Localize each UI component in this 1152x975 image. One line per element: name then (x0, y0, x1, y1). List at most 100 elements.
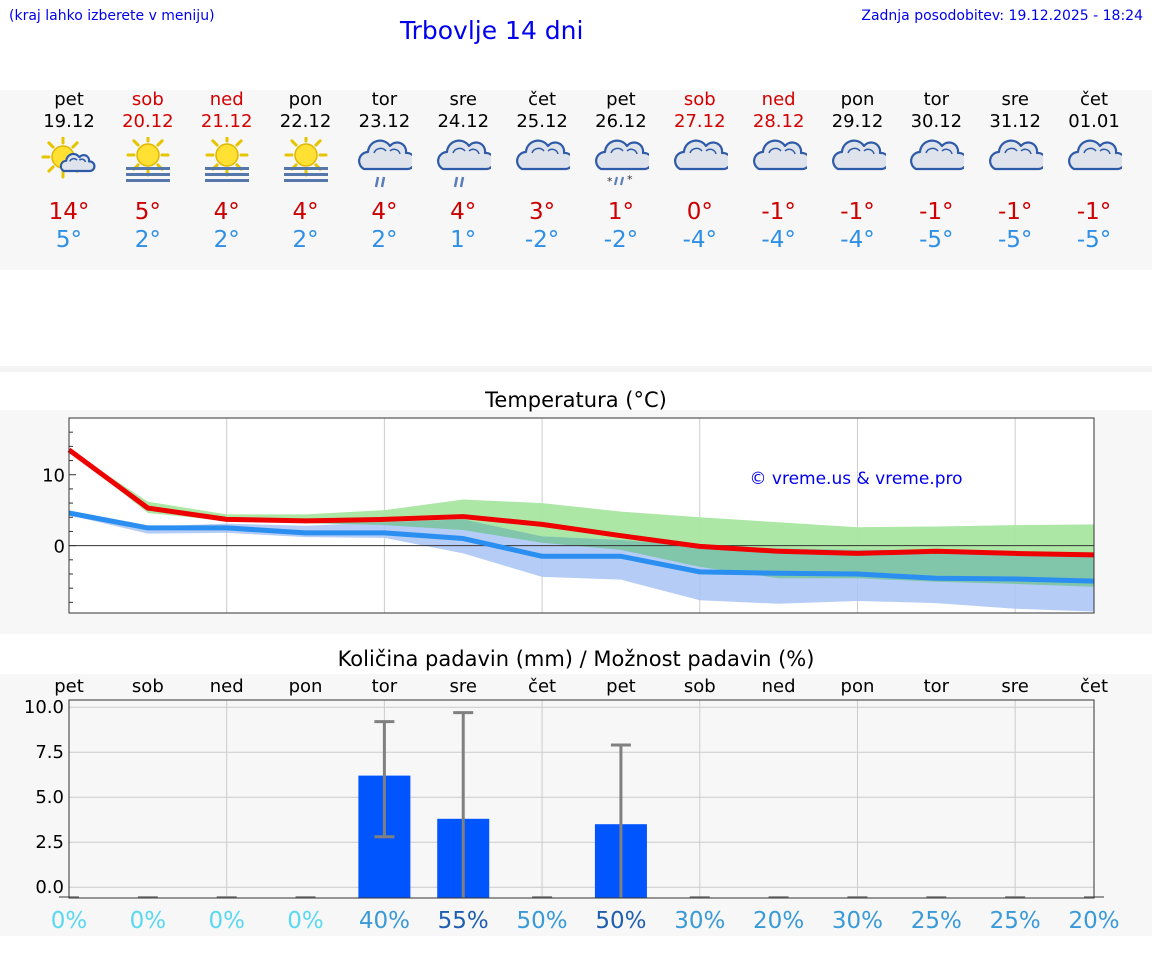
y-tick-label: 5.0 (35, 787, 64, 808)
temp-min: 1° (450, 227, 477, 253)
day-date: 30.12 (910, 111, 963, 132)
day-date: 26.12 (595, 111, 647, 132)
temperature-chart: 0 10 © vreme.us & vreme.pro (42, 417, 1095, 614)
rain-drop (619, 176, 625, 186)
forecast-day: ned 28.12 -1° -4° (739, 88, 819, 258)
forecast-day: čet 25.12 3° -2° (502, 88, 582, 258)
cloud-icon (1068, 139, 1123, 171)
cloud-shape (437, 139, 492, 171)
y-tick-label: 0.0 (35, 877, 64, 898)
precip-probability: 20% (753, 908, 804, 934)
day-date: 25.12 (516, 111, 568, 132)
cloud-detail (1020, 148, 1032, 155)
temp-max: -1° (1076, 199, 1112, 225)
forecast-day: pon 29.12 -1° -4° (818, 88, 898, 258)
day-name: pon (840, 89, 875, 110)
day-name: ned (761, 89, 796, 110)
max-temp-line (67, 447, 1095, 558)
temp-min: -2° (603, 227, 639, 253)
sun-ray (235, 139, 243, 147)
fog-line (204, 167, 249, 170)
cloud-detail (1099, 148, 1111, 155)
cloud-shape (59, 152, 96, 173)
x-category-label: tor (372, 676, 398, 697)
precipitation-chart: pet sob ned pon tor sre čet pet sob ned pon tor sre č… (24, 676, 1120, 934)
y-tick-label: 2.5 (35, 832, 64, 853)
forecast-day: sre 31.12 -1° -5° (975, 88, 1055, 258)
temp-min: 2° (292, 227, 319, 253)
forecast-panel (0, 90, 1152, 270)
min-range-band (69, 511, 1094, 612)
day-date: 29.12 (831, 111, 884, 132)
forecast-day: sre 24.12 4° 1° (423, 88, 503, 258)
fog-line (204, 173, 249, 176)
sun-fog-icon (125, 137, 170, 182)
temp-min: -5° (997, 227, 1033, 253)
temp-min: -5° (1076, 227, 1112, 253)
precip-probability: 20% (1068, 908, 1119, 934)
temp-min: -5° (919, 227, 954, 253)
cloud-detail (941, 148, 954, 155)
temp-max: -1° (840, 199, 875, 225)
temp-max: 3° (529, 199, 556, 225)
last-update: Zadnja posodobitev: 19.12.2025 - 18:24 (861, 8, 1143, 24)
cloud-detail (689, 147, 703, 154)
day-name: sre (1001, 89, 1029, 110)
day-date: 20.12 (122, 111, 174, 132)
x-category-label: sob (132, 676, 164, 697)
precip-probability: 25% (990, 908, 1041, 934)
x-category-label: pet (54, 676, 84, 697)
temp-max: -1° (919, 199, 954, 225)
forecast-day: pet 19.12 14° 5° (29, 88, 109, 258)
day-date: 21.12 (200, 111, 253, 132)
sun-disc (136, 143, 160, 167)
x-category-label: pon (841, 676, 875, 697)
sun-ray (47, 141, 55, 149)
x-category-label: sob (684, 676, 716, 697)
sun-fog-icon (283, 137, 328, 182)
fog-line (125, 179, 170, 182)
sun-ray (211, 139, 219, 147)
x-category-label: sre (1001, 676, 1028, 697)
cloud-detail (846, 147, 861, 154)
sun-ray (132, 139, 140, 147)
y-tick-label: 10 (42, 466, 65, 487)
cloud-detail (862, 148, 875, 155)
page-title: Trbovlje 14 dni (400, 16, 584, 45)
cloud-shape (1068, 139, 1123, 171)
location-menu-hint[interactable]: (kraj lahko izberete v meniju) (9, 8, 215, 24)
temp-min: -4° (840, 227, 875, 253)
fog-line (283, 179, 328, 182)
sun-disc (214, 143, 239, 167)
cloud-detail (78, 158, 87, 163)
cloud-shape (910, 139, 965, 171)
day-date: 19.12 (43, 111, 95, 132)
day-name: pet (606, 89, 636, 110)
x-category-label: tor (924, 676, 950, 697)
watermark: © vreme.us & vreme.pro (749, 469, 962, 489)
x-category-label: sre (449, 676, 476, 697)
x-category-label: čet (528, 676, 556, 697)
y-tick-label: 7.5 (35, 742, 64, 763)
day-name: sre (449, 89, 477, 110)
precip-probability: 0% (51, 908, 88, 934)
temp-min: -4° (682, 227, 718, 253)
partly-sunny-icon (41, 137, 96, 179)
forecast-day: sob 20.12 5° 2° (108, 88, 188, 258)
x-category-label: čet (1080, 676, 1108, 697)
fog-line (283, 167, 328, 170)
precip-probability: 0% (130, 908, 167, 934)
x-category-label: ned (210, 676, 244, 697)
day-date: 28.12 (752, 111, 805, 132)
day-name: pon (288, 89, 323, 110)
rain-drop (454, 176, 459, 188)
temp-min: 2° (371, 227, 398, 253)
cloud-shape (831, 139, 886, 171)
snow-flake: * (607, 175, 613, 188)
cloud-detail (1004, 147, 1018, 154)
temp-max: 1° (607, 199, 634, 225)
cloud-icon (673, 139, 728, 171)
temp-max: 4° (450, 199, 477, 225)
rain-drop (381, 176, 386, 188)
fog-line (204, 179, 249, 182)
